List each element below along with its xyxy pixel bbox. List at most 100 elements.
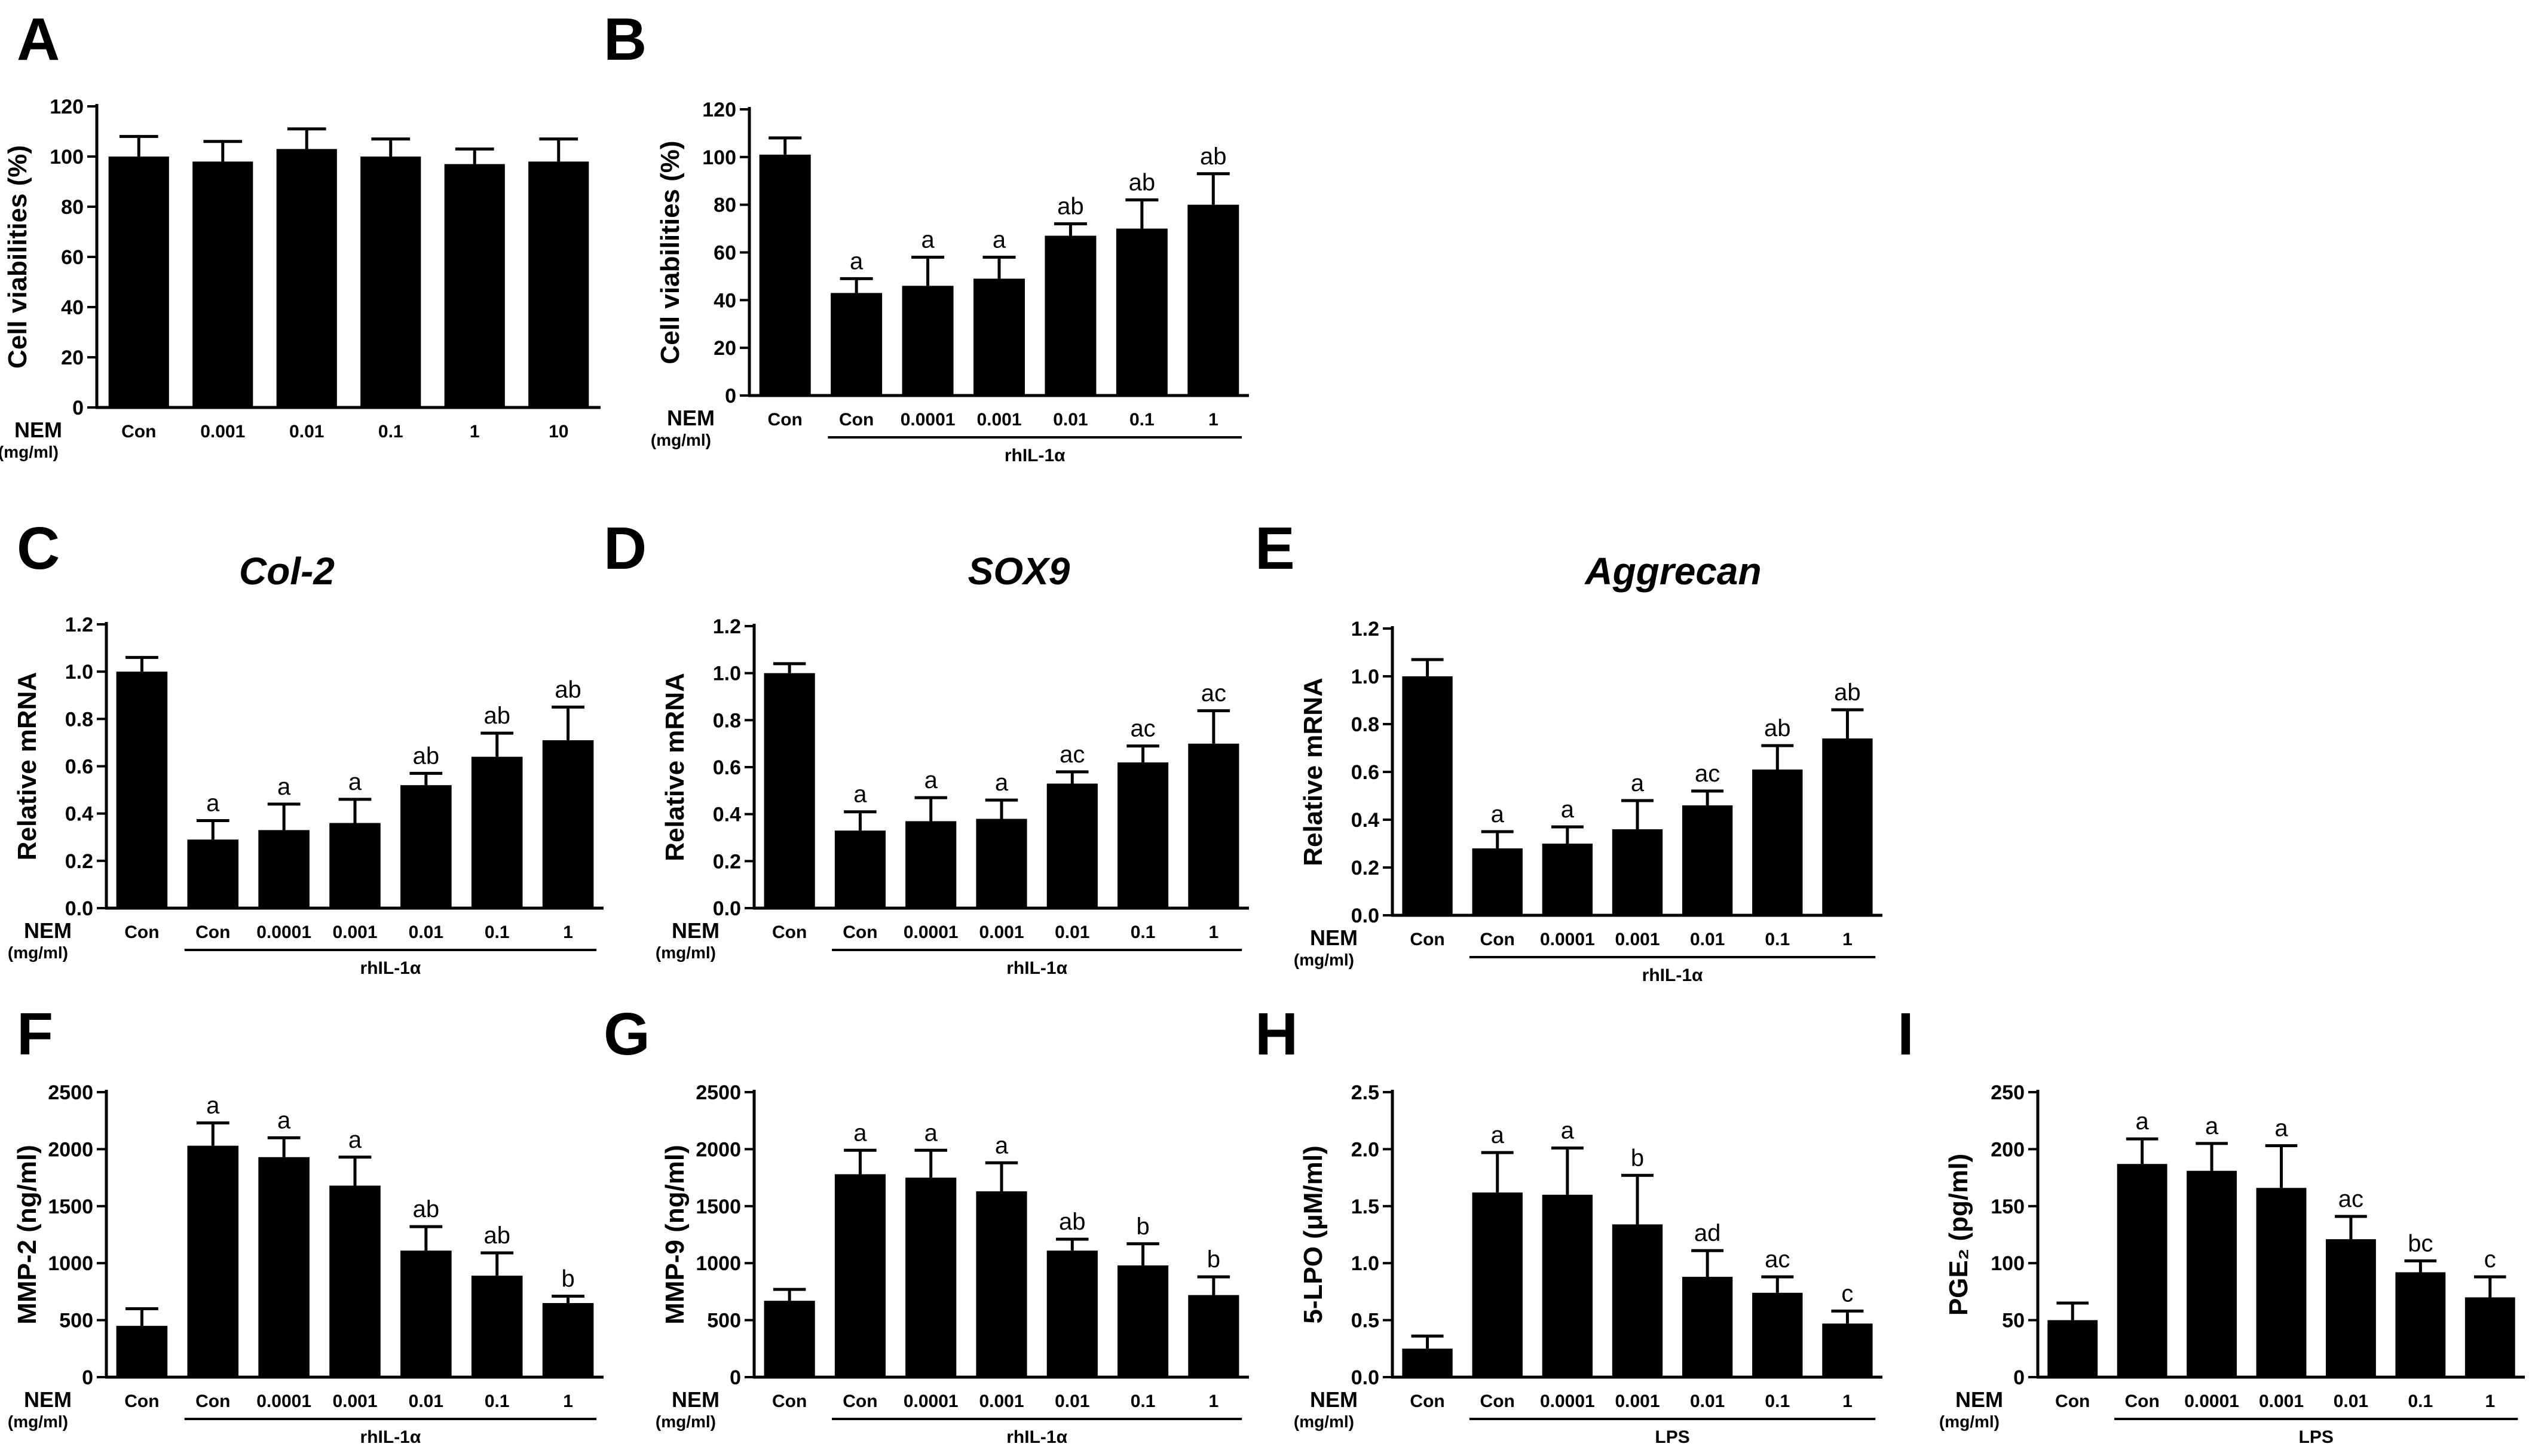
panel-label: D <box>604 515 647 582</box>
x-axis-row-unit: (mg/ml) <box>1294 951 1354 969</box>
x-axis-row-label: NEM <box>24 1387 72 1412</box>
y-tick-label: 1.0 <box>713 663 741 685</box>
significance-letter: a <box>277 1107 291 1133</box>
x-tick-label: Con <box>843 922 877 942</box>
bar <box>1682 1277 1733 1377</box>
x-tick-label: 0.001 <box>200 422 245 442</box>
x-tick-label: Con <box>772 922 807 942</box>
panel-c: C Col-2 0.0 0.2 0.4 0.6 0.8 1.0 1.2 Relative mRNA… <box>8 515 604 978</box>
bar <box>976 819 1027 908</box>
panel-g: G 0 500 1000 1500 2000 2500 MMP-9 (ng/ml) Con a Co… <box>604 1001 1249 1447</box>
x-tick-label: 0.01 <box>1690 930 1725 949</box>
x-tick-label: 0.01 <box>409 1391 443 1411</box>
y-tick-label: 0.6 <box>1351 761 1379 784</box>
x-axis-row-label: NEM <box>14 418 62 442</box>
y-tick-label: 1.0 <box>65 661 93 683</box>
significance-letter: a <box>1491 1122 1505 1148</box>
bar <box>360 157 421 407</box>
y-tick-label: 1.0 <box>1351 1252 1379 1275</box>
bar <box>258 830 310 908</box>
significance-letter: b <box>1207 1246 1220 1273</box>
y-tick-label: 0.6 <box>65 756 93 778</box>
significance-letter: a <box>277 774 291 800</box>
y-tick-label: 2.5 <box>1351 1081 1379 1104</box>
y-tick-label: 1.2 <box>713 615 741 638</box>
x-tick-label: 0.1 <box>1131 922 1156 942</box>
y-tick-label: 1500 <box>696 1196 741 1218</box>
significance-letter: a <box>1561 796 1575 823</box>
bar <box>1822 1323 1873 1377</box>
x-tick-label: Con <box>1480 930 1515 949</box>
x-tick-label: Con <box>2055 1391 2090 1411</box>
x-tick-label: 0.1 <box>1131 1391 1156 1411</box>
y-axis-title: 5-LPO (μM/ml) <box>1299 1145 1328 1323</box>
bar <box>108 157 169 407</box>
y-tick-label: 1000 <box>696 1252 741 1275</box>
panel-h: H 0.0 0.5 1.0 1.5 2.0 2.5 5-LPO (μM/ml) Con a Con a… <box>1255 1001 1882 1447</box>
x-axis-row-label: NEM <box>1955 1387 2003 1412</box>
significance-letter: ac <box>2338 1186 2363 1212</box>
y-axis-title: Relative mRNA <box>660 673 690 861</box>
bar <box>1752 1292 1803 1377</box>
x-tick-label: 0.001 <box>332 1391 377 1411</box>
bar <box>1472 1192 1523 1377</box>
bar <box>542 1302 594 1377</box>
y-tick-label: 0 <box>730 1366 741 1389</box>
y-axis-title: Cell viabilities (%) <box>656 140 685 364</box>
y-tick-label: 2000 <box>696 1138 741 1161</box>
significance-letter: a <box>2205 1113 2219 1139</box>
bar <box>764 673 815 908</box>
y-tick-label: 1.5 <box>1351 1196 1379 1218</box>
x-axis-row-unit: (mg/ml) <box>651 431 711 449</box>
y-tick-label: 500 <box>59 1310 93 1332</box>
bar <box>905 1178 957 1377</box>
x-tick-label: 0.01 <box>1055 922 1089 942</box>
x-tick-label: Con <box>121 422 156 442</box>
y-tick-label: 100 <box>702 146 736 169</box>
significance-letter: a <box>2136 1108 2150 1135</box>
bar <box>187 839 239 908</box>
x-tick-label: Con <box>195 922 230 942</box>
bar <box>2117 1164 2167 1377</box>
panel-b: B 0 20 40 60 80 100 120 Cell viabilities (%) Con a… <box>604 6 1249 465</box>
bar <box>1046 783 1098 908</box>
y-tick-label: 20 <box>61 347 84 369</box>
x-tick-label: 1 <box>563 1391 573 1411</box>
y-tick-label: 20 <box>714 337 736 360</box>
significance-letter: a <box>924 767 938 793</box>
bar <box>1188 1295 1239 1377</box>
y-tick-label: 0.4 <box>65 803 93 826</box>
significance-letter: a <box>1491 801 1505 827</box>
treatment-label: LPS <box>2299 1427 2334 1447</box>
bar <box>542 740 594 908</box>
x-axis-row-label: NEM <box>24 918 72 943</box>
x-axis-row-label: NEM <box>1310 1387 1358 1412</box>
panel-f: F 0 500 1000 1500 2000 2500 MMP-2 (ng/ml) Con a Co… <box>8 1001 604 1447</box>
x-tick-label: 0.01 <box>409 922 443 942</box>
significance-letter: ab <box>555 677 581 703</box>
x-tick-label: 0.001 <box>976 410 1021 430</box>
significance-letter: ac <box>1201 681 1226 707</box>
bar <box>1045 235 1097 396</box>
y-tick-label: 120 <box>50 96 84 118</box>
x-tick-label: Con <box>843 1391 877 1411</box>
y-tick-label: 1500 <box>48 1196 93 1218</box>
bar <box>759 154 811 396</box>
bar <box>1612 1224 1663 1377</box>
significance-letter: a <box>2274 1115 2288 1142</box>
significance-letter: b <box>1631 1145 1644 1171</box>
y-tick-label: 200 <box>1991 1138 2025 1161</box>
y-tick-label: 0.0 <box>1351 1366 1379 1389</box>
bar <box>831 293 883 396</box>
bar <box>1117 1265 1169 1377</box>
bar <box>1402 676 1453 915</box>
bar <box>258 1157 310 1377</box>
significance-letter: a <box>850 248 864 274</box>
x-tick-label: 0.0001 <box>256 1391 311 1411</box>
significance-letter: ab <box>483 1222 510 1249</box>
y-tick-label: 2500 <box>696 1081 741 1104</box>
x-tick-label: 0.001 <box>1615 1391 1660 1411</box>
significance-letter: ab <box>483 703 510 729</box>
significance-letter: ab <box>1129 170 1156 196</box>
y-tick-label: 2500 <box>48 1081 93 1104</box>
